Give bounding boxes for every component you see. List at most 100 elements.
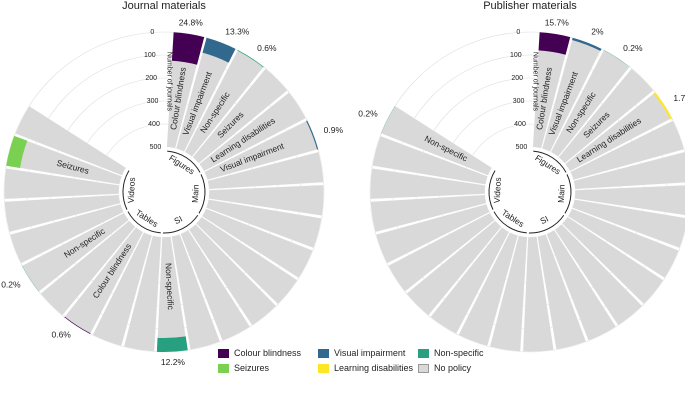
bar-no-policy <box>123 235 162 352</box>
group-label: Tables <box>134 207 160 229</box>
radial-tick-label: 200 <box>511 75 523 82</box>
pct-label: 0.9% <box>324 125 344 135</box>
bar-no-policy <box>561 216 664 305</box>
group-label: SI <box>538 214 550 227</box>
pct-label: 0.6% <box>51 330 71 340</box>
pct-label: 0.2% <box>358 109 378 119</box>
radial-tick-label: 0 <box>516 29 520 36</box>
bar-no-policy <box>375 203 491 264</box>
bar-visual-impairment <box>202 37 236 63</box>
group-arc <box>122 170 130 210</box>
group-arc <box>493 211 527 234</box>
legend-label-no-policy: No policy <box>434 363 472 373</box>
bar-colour-blindness <box>538 32 571 55</box>
radial-tick-label: 300 <box>147 98 159 105</box>
legend-swatch-seizures <box>218 363 229 373</box>
bar-no-policy <box>571 199 685 249</box>
bar-no-policy <box>92 231 153 347</box>
panel-journal: Journal materials Colour blindness 24.8% Vi… <box>1 0 344 367</box>
bar-visual-impairment <box>572 37 602 51</box>
bar-seizures <box>6 135 28 169</box>
legend-item-learning-disabilities: Learning disabilities <box>318 363 413 373</box>
legend-item-no-policy: No policy <box>418 363 471 373</box>
segment-label: Non-specific <box>163 263 175 311</box>
legend-label-seizures: Seizures <box>234 363 270 373</box>
radial-tick-label: 100 <box>144 52 156 59</box>
group-label: Videos <box>126 177 137 203</box>
radial-tick-label: 300 <box>513 98 525 105</box>
legend-swatch-visual-impairment <box>318 348 329 358</box>
pct-label: 13.3% <box>225 27 250 37</box>
group-arc <box>167 150 201 173</box>
radial-tick-label: 200 <box>145 75 157 82</box>
group-arc <box>564 174 572 214</box>
legend-swatch-colour-blindness <box>218 348 229 358</box>
group-arc <box>533 150 567 173</box>
bar-no-policy <box>207 151 324 190</box>
bar-no-policy <box>406 220 502 316</box>
bar-no-policy <box>9 203 125 264</box>
bar-no-policy <box>522 236 555 353</box>
bar-no-policy <box>205 199 323 249</box>
radial-tick-label: 100 <box>510 52 522 59</box>
bar-no-policy <box>458 231 519 347</box>
pct-label: 0.2% <box>1 279 21 289</box>
bar-no-policy <box>573 151 685 190</box>
radial-axis-title: Number of journals <box>532 52 539 112</box>
group-label: Videos <box>492 177 503 203</box>
bar-no-policy <box>198 92 307 172</box>
bar-no-policy <box>369 167 486 200</box>
bar-no-policy <box>546 229 617 342</box>
bar-no-policy <box>387 212 496 292</box>
group-label: Main <box>556 184 567 203</box>
bar-no-policy <box>188 223 277 326</box>
legend-swatch-no-policy <box>418 363 429 373</box>
group-arc <box>488 170 496 210</box>
legend-item-non-specific: Non-specific <box>418 348 484 358</box>
bar-no-policy <box>489 235 528 352</box>
bar-non-specific <box>156 336 188 352</box>
bar-no-policy <box>3 167 120 200</box>
bar-learning-disabilities <box>653 92 672 120</box>
bar-no-policy <box>371 135 489 185</box>
legend-label-learning-disabilities: Learning disabilities <box>334 363 414 373</box>
panel-title: Publisher materials <box>483 0 577 12</box>
pct-label: 0.2% <box>623 43 643 53</box>
bar-visual-impairment <box>306 120 319 150</box>
legend-item-visual-impairment: Visual impairment <box>318 348 405 358</box>
bar-no-policy <box>192 68 288 164</box>
bar-colour-blindness <box>171 32 205 65</box>
bar-no-policy <box>574 184 685 216</box>
bar-no-policy <box>4 194 121 233</box>
group-arc <box>127 211 161 234</box>
pct-label: 12.2% <box>161 357 186 367</box>
group-arc <box>198 174 206 214</box>
group-label: Main <box>190 184 201 203</box>
pct-label: 1.7% <box>673 93 685 103</box>
group-label: SI <box>172 214 184 227</box>
legend-item-colour-blindness: Colour blindness <box>218 348 301 358</box>
bar-no-policy <box>208 184 325 217</box>
bar-no-policy <box>370 194 487 233</box>
bar-no-policy <box>558 68 654 164</box>
legend-label-non-specific: Non-specific <box>434 348 484 358</box>
pct-label: 2% <box>591 27 604 37</box>
group-label: Tables <box>500 207 526 229</box>
pct-label: 15.7% <box>545 17 570 27</box>
radial-tick-label: 500 <box>516 144 528 151</box>
legend-item-seizures: Seizures <box>218 363 269 373</box>
bar-no-policy <box>14 105 127 176</box>
radial-axis-title: Number of journals <box>166 52 173 112</box>
pct-label: 0.6% <box>257 43 277 53</box>
bar-colour-blindness <box>64 316 91 334</box>
radial-tick-label: 500 <box>150 144 162 151</box>
pct-label: 24.8% <box>179 17 204 27</box>
legend-swatch-learning-disabilities <box>318 363 329 373</box>
bar-no-policy <box>201 208 314 279</box>
group-arc <box>528 214 565 234</box>
radial-tick-label: 400 <box>148 121 160 128</box>
bar-no-policy <box>40 220 136 316</box>
legend-swatch-non-specific <box>418 348 429 358</box>
